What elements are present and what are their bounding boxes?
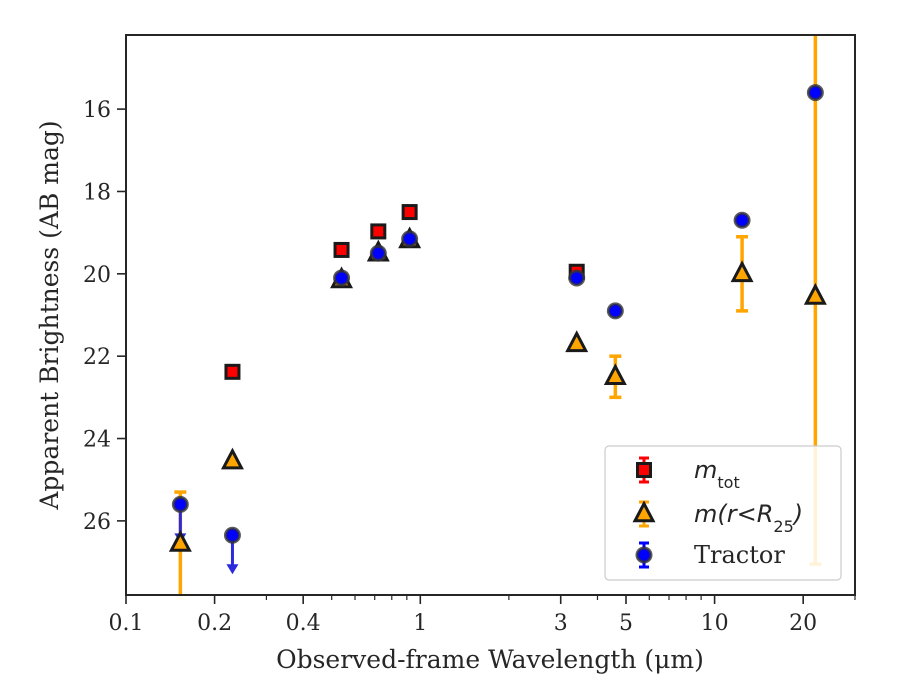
x-tick-label: 3 (554, 611, 568, 636)
y-tick-label: 22 (83, 345, 111, 370)
plot-frame (125, 34, 856, 596)
y-tick-label: 18 (83, 180, 111, 205)
x-axis-title: Observed-frame Wavelength (μm) (276, 645, 704, 674)
x-tick-label: 5 (619, 611, 633, 636)
x-tick-label: 0.4 (286, 611, 321, 636)
triangle-marker (730, 260, 754, 283)
legend-triangle-marker (632, 500, 656, 523)
upper-limit-arrowhead (226, 564, 239, 575)
square-marker (224, 363, 241, 380)
triangle-marker (565, 330, 589, 353)
square-marker (333, 241, 350, 258)
x-tick-label: 1 (413, 611, 427, 636)
legend: mtot m(r<R25) Tractor (604, 445, 842, 581)
square-marker (401, 204, 418, 221)
triangle-marker (803, 282, 827, 305)
legend-label: m(r<R25) (694, 500, 803, 536)
y-axis-title: Apparent Brightness (AB mag) (35, 120, 64, 510)
circle-marker (568, 269, 586, 287)
y-tick-label: 20 (83, 263, 111, 288)
circle-marker (333, 269, 351, 287)
legend-box (604, 445, 842, 581)
circle-marker (806, 84, 824, 102)
square-marker (370, 223, 387, 240)
circle-marker (171, 495, 189, 513)
x-tick-label: 0.2 (197, 611, 232, 636)
circle-marker (401, 230, 419, 248)
y-tick-label: 16 (83, 98, 111, 123)
triangle-marker (220, 447, 244, 470)
axis-ticks: 0.1 0.2 0.4 1 3 5 10 20 16 18 20 22 24 26 (83, 98, 856, 636)
circle-marker (733, 211, 751, 229)
circle-marker (369, 244, 387, 262)
legend-label: mtot (694, 456, 740, 492)
triangle-marker (603, 363, 627, 386)
y-tick-label: 26 (83, 510, 111, 535)
legend-square-marker (636, 462, 652, 478)
x-tick-label: 20 (789, 611, 817, 636)
legend-circle-marker (635, 546, 653, 564)
circle-marker (223, 526, 241, 544)
triangle-marker (168, 529, 192, 552)
data-points (168, 35, 827, 595)
x-tick-label: 0.1 (109, 611, 144, 636)
y-tick-label: 24 (83, 428, 111, 453)
legend-label: Tractor (694, 541, 785, 569)
circle-marker (606, 302, 624, 320)
x-tick-label: 10 (701, 611, 729, 636)
